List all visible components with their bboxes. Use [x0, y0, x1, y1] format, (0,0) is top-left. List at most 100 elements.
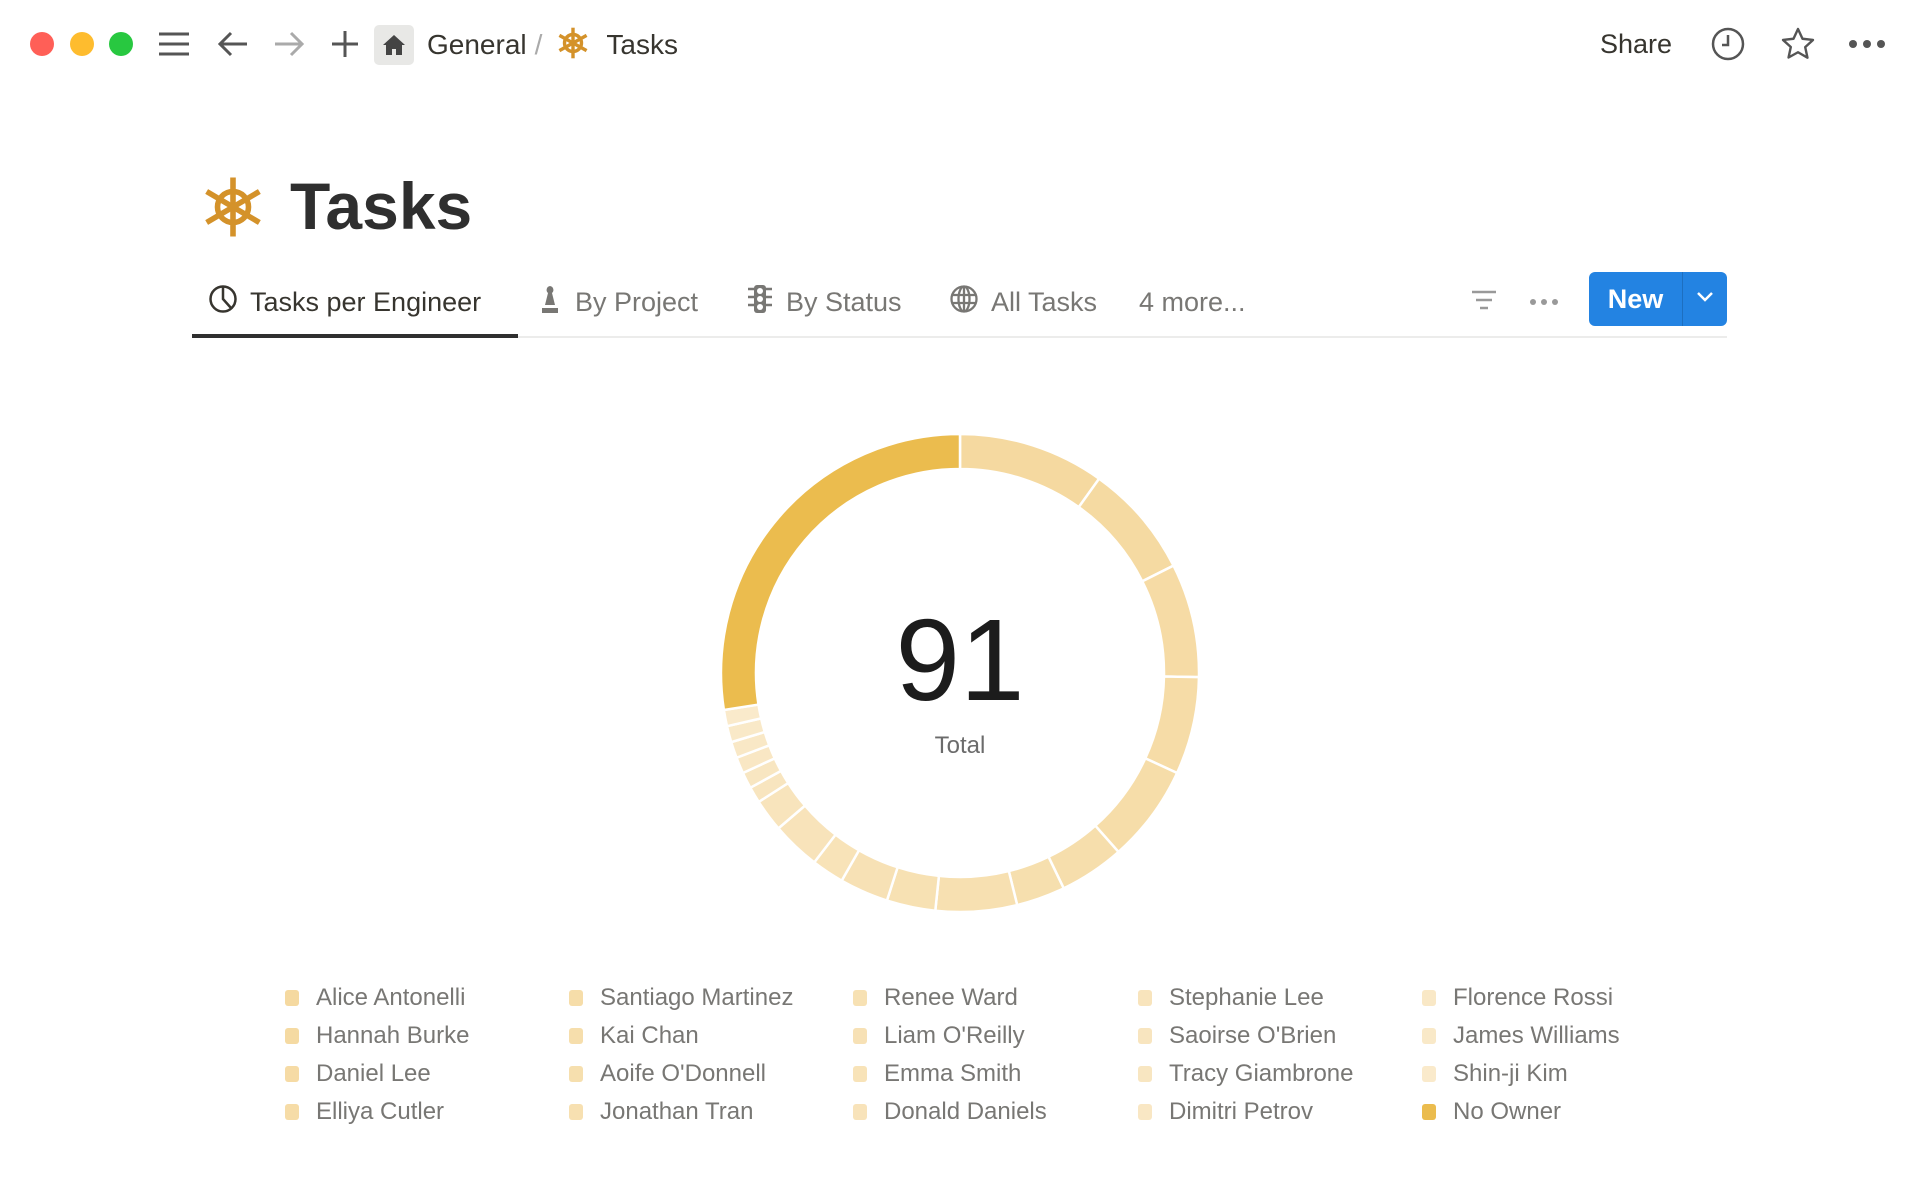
legend-item[interactable]: Donald Daniels [853, 1098, 1047, 1126]
tab-by-project[interactable]: By Project [537, 282, 698, 322]
legend-swatch [285, 1028, 299, 1044]
legend-swatch [1138, 1104, 1152, 1120]
legend-item[interactable]: Jonathan Tran [569, 1098, 753, 1126]
share-button[interactable]: Share [1600, 29, 1673, 59]
legend-item[interactable]: Daniel Lee [285, 1060, 431, 1088]
breadcrumb-tasks[interactable]: Tasks [556, 26, 678, 65]
legend-swatch [1138, 1028, 1152, 1044]
clock-icon[interactable] [1706, 22, 1750, 66]
legend-item[interactable]: Kai Chan [569, 1022, 699, 1050]
legend-swatch [1422, 1104, 1436, 1120]
legend-label: Liam O'Reilly [884, 1022, 1025, 1049]
legend-swatch [853, 990, 867, 1006]
legend-item[interactable]: James Williams [1422, 1022, 1620, 1050]
legend-label: Hannah Burke [316, 1022, 470, 1049]
legend-item[interactable]: Florence Rossi [1422, 984, 1613, 1012]
legend-swatch [1422, 1066, 1436, 1082]
back-arrow-icon[interactable] [211, 22, 255, 66]
legend-item[interactable]: Alice Antonelli [285, 984, 465, 1012]
legend-swatch [1138, 1066, 1152, 1082]
tab-label: All Tasks [991, 286, 1098, 317]
legend-label: Stephanie Lee [1169, 984, 1324, 1011]
filter-icon[interactable] [1470, 288, 1498, 317]
breadcrumb-general: General [427, 29, 527, 60]
legend-swatch [285, 1066, 299, 1082]
breadcrumb-home[interactable]: General [374, 25, 527, 65]
legend-item[interactable]: Liam O'Reilly [853, 1022, 1025, 1050]
legend-label: Daniel Lee [316, 1060, 431, 1087]
legend-swatch [1138, 990, 1152, 1006]
legend-item[interactable]: Tracy Giambrone [1138, 1060, 1354, 1088]
legend-swatch [285, 1104, 299, 1120]
tab-by-status[interactable]: By Status [746, 282, 902, 322]
legend-item[interactable]: Renee Ward [853, 984, 1018, 1012]
zoom-window-button[interactable] [109, 32, 133, 56]
legend-item[interactable]: Shin-ji Kim [1422, 1060, 1568, 1088]
legend-label: Renee Ward [884, 984, 1018, 1011]
new-dropdown-button[interactable] [1683, 272, 1727, 326]
legend-swatch [1422, 990, 1436, 1006]
legend-label: Saoirse O'Brien [1169, 1022, 1337, 1049]
donut-slice[interactable] [958, 432, 1101, 509]
legend-label: Shin-ji Kim [1453, 1060, 1568, 1087]
tab-bar-divider [192, 336, 1727, 338]
legend-item[interactable]: Emma Smith [853, 1060, 1021, 1088]
legend-item[interactable]: Santiago Martinez [569, 984, 793, 1012]
legend-item[interactable]: Hannah Burke [285, 1022, 469, 1050]
globe-icon [949, 284, 979, 321]
page-icon[interactable] [202, 174, 264, 245]
donut-slice[interactable] [719, 432, 962, 712]
tab-label: By Project [575, 286, 699, 317]
legend-item[interactable]: No Owner [1422, 1098, 1561, 1126]
legend-label: Dimitri Petrov [1169, 1098, 1314, 1125]
tab-label: Tasks per Engineer [250, 286, 482, 317]
minimize-window-button[interactable] [70, 32, 94, 56]
chevron-down-icon [1696, 290, 1714, 308]
legend-label: Florence Rossi [1453, 984, 1614, 1011]
chess-piece-icon [537, 284, 563, 321]
donut-slice[interactable] [1077, 476, 1176, 584]
legend-swatch [853, 1028, 867, 1044]
home-icon [374, 25, 414, 65]
legend-item[interactable]: Saoirse O'Brien [1138, 1022, 1336, 1050]
legend-label: Tracy Giambrone [1169, 1060, 1354, 1087]
legend-label: Elliya Cutler [316, 1098, 445, 1125]
new-button[interactable]: New [1589, 272, 1683, 326]
tab-more[interactable]: 4 more... [1139, 282, 1246, 322]
legend-swatch [569, 1066, 583, 1082]
legend-swatch [853, 1066, 867, 1082]
plus-icon[interactable] [323, 22, 367, 66]
legend-label: Santiago Martinez [600, 984, 794, 1011]
tab-tasks-per-engineer[interactable]: Tasks per Engineer [208, 282, 481, 322]
legend-item[interactable]: Elliya Cutler [285, 1098, 444, 1126]
tab-label: By Status [786, 286, 902, 317]
donut-chart [719, 432, 1201, 914]
menu-icon[interactable] [152, 22, 196, 66]
breadcrumb-separator: / [534, 29, 543, 60]
view-options-icon[interactable] [1529, 294, 1559, 312]
legend-item[interactable]: Stephanie Lee [1138, 984, 1324, 1012]
legend-label: Donald Daniels [884, 1098, 1047, 1125]
legend-label: Aoife O'Donnell [600, 1060, 767, 1087]
breadcrumb-tasks-label: Tasks [606, 29, 678, 60]
legend-label: Alice Antonelli [316, 984, 466, 1011]
forward-arrow-icon[interactable] [267, 22, 311, 66]
breadcrumb: General / Tasks [374, 24, 678, 66]
tab-label: 4 more... [1139, 286, 1246, 317]
legend-swatch [569, 1104, 583, 1120]
legend-item[interactable]: Dimitri Petrov [1138, 1098, 1313, 1126]
legend-label: No Owner [1453, 1098, 1562, 1125]
tab-all-tasks[interactable]: All Tasks [949, 282, 1097, 322]
legend-swatch [1422, 1028, 1436, 1044]
legend-label: Jonathan Tran [600, 1098, 754, 1125]
donut-slice[interactable] [933, 869, 1019, 914]
star-icon[interactable] [1776, 22, 1820, 66]
legend-swatch [285, 990, 299, 1006]
more-icon[interactable] [1845, 22, 1889, 66]
legend-label: James Williams [1453, 1022, 1620, 1049]
chart-total-label: Total [934, 732, 986, 759]
close-window-button[interactable] [30, 32, 54, 56]
legend-item[interactable]: Aoife O'Donnell [569, 1060, 766, 1088]
page-title[interactable]: Tasks [290, 169, 473, 243]
new-button-group: New [1589, 272, 1727, 326]
